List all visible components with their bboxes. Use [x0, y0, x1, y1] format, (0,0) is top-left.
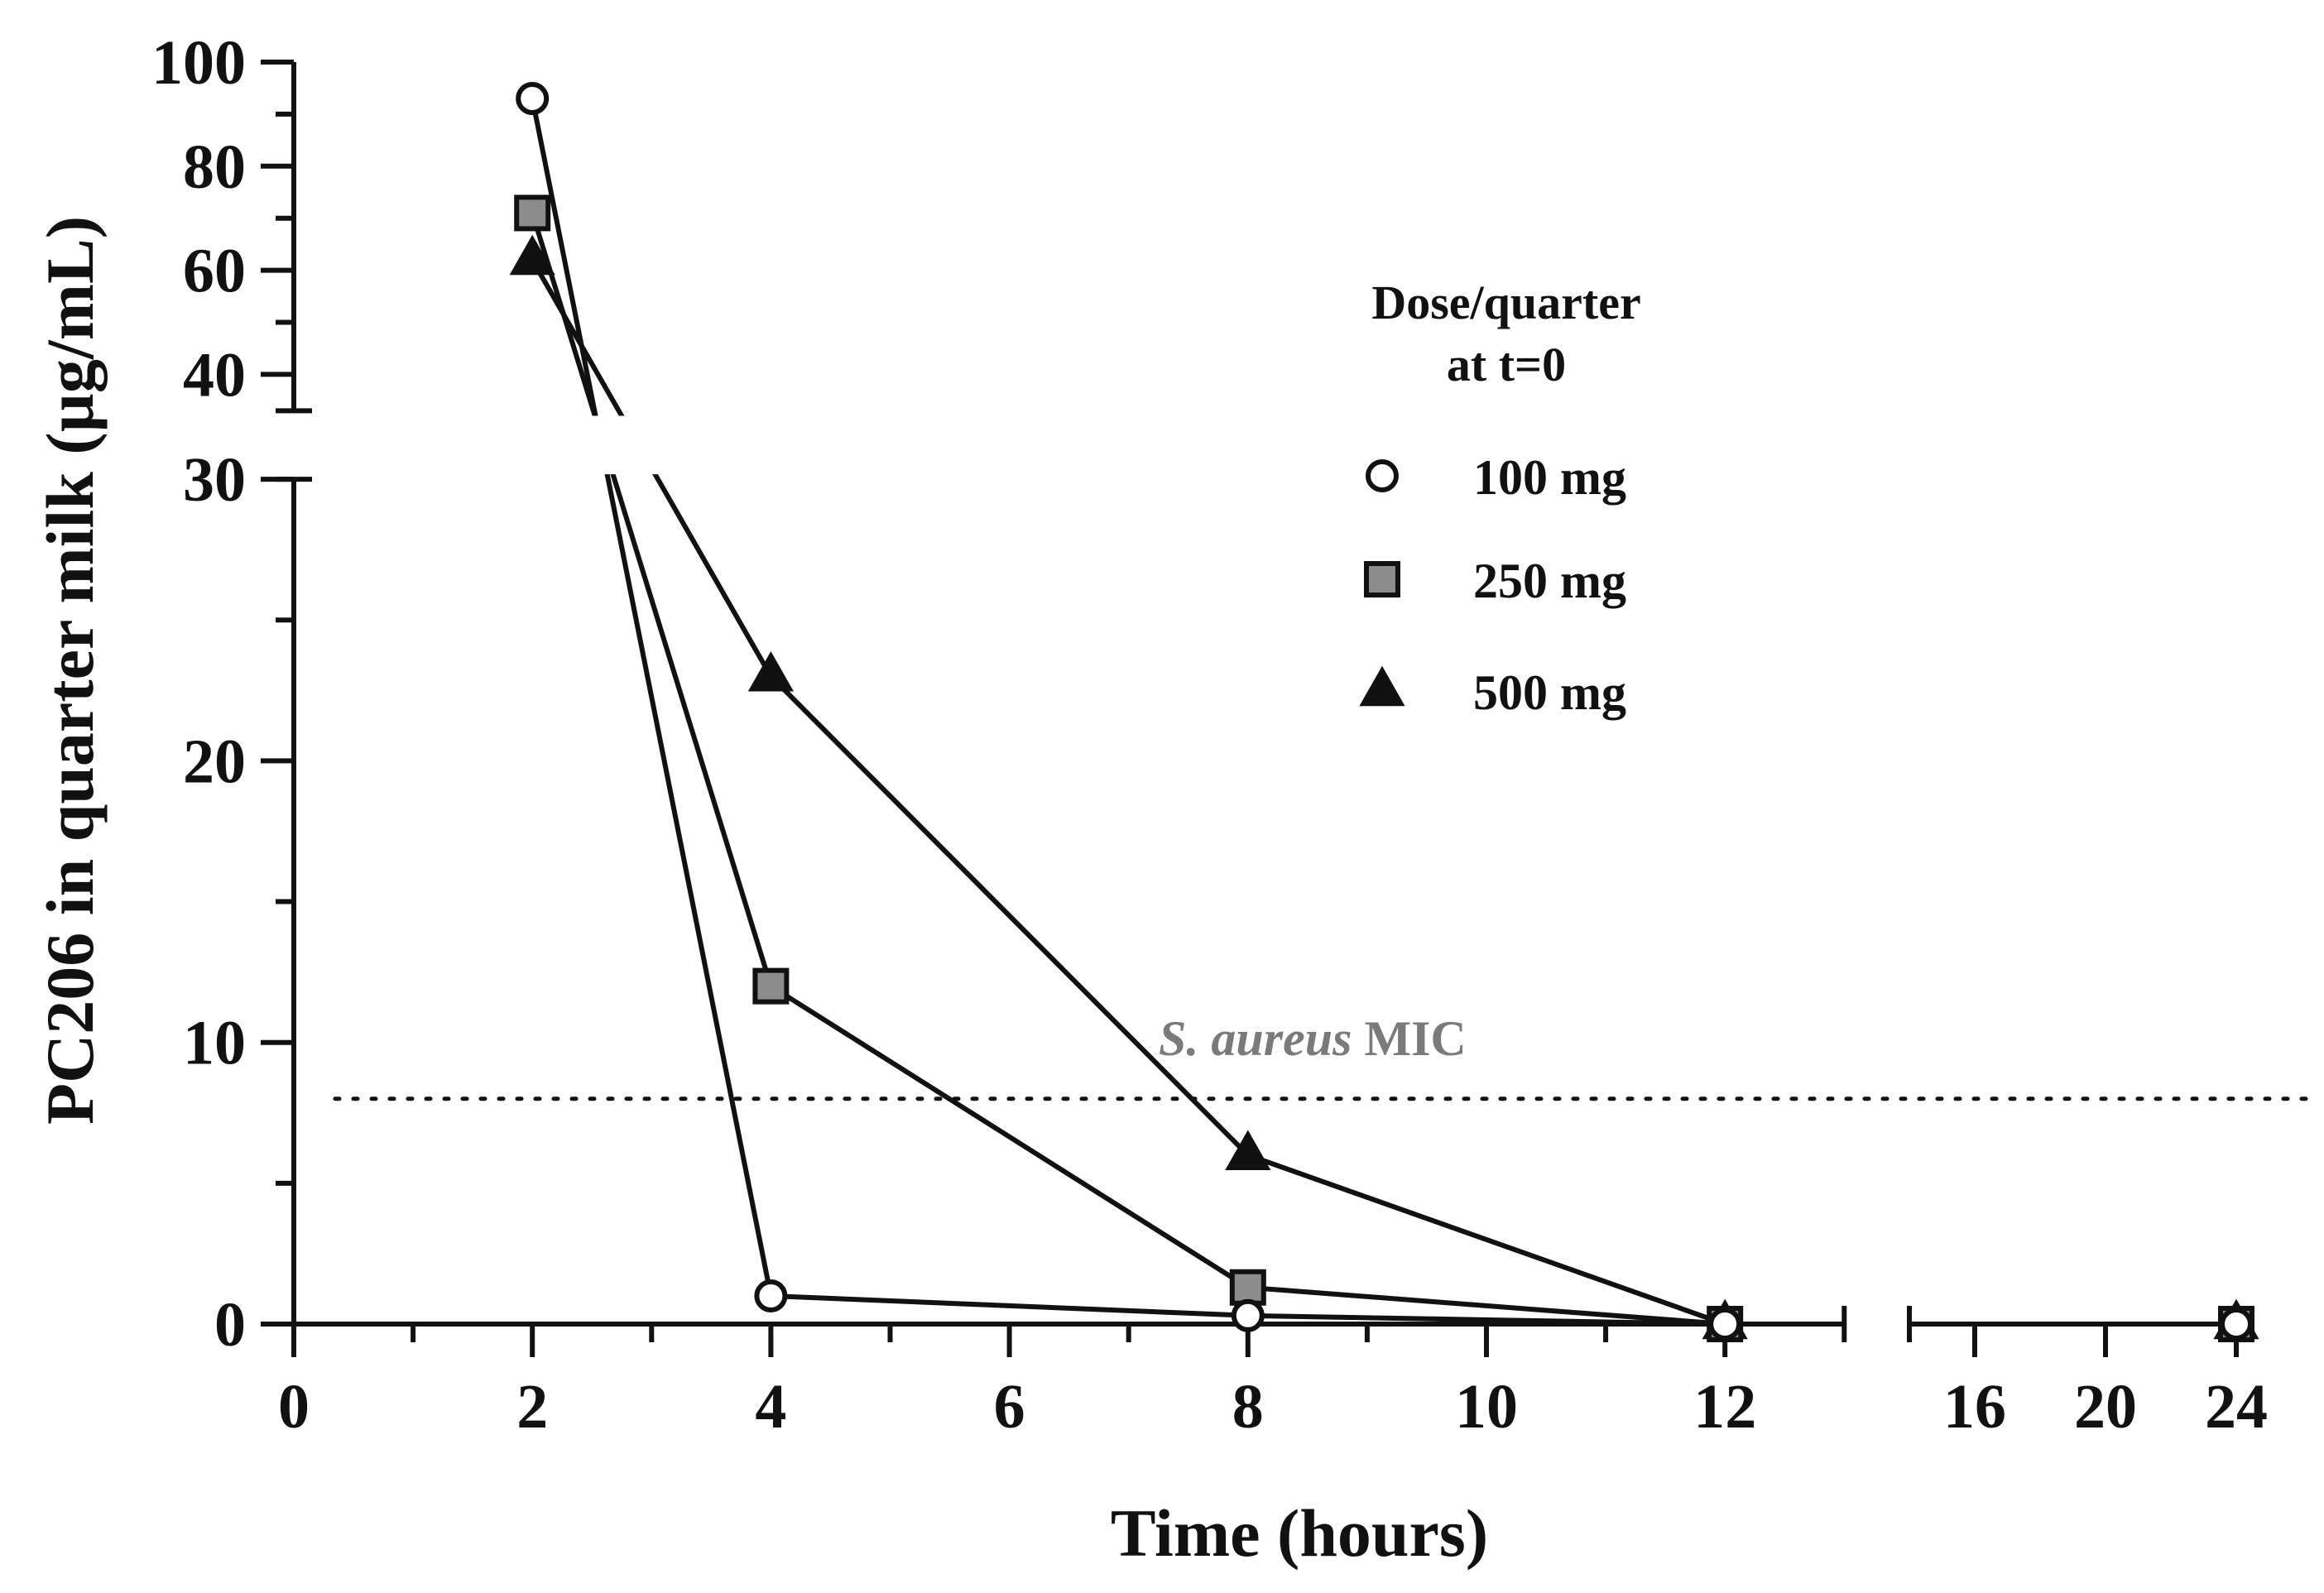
x-tick-label: 2 [516, 1372, 548, 1442]
y-tick-label: 40 [183, 340, 246, 410]
data-point-500-mg [747, 650, 794, 692]
y-tick-label: 10 [183, 1009, 246, 1078]
y-break-gap-mask [579, 415, 695, 475]
y-tick-label: 20 [183, 727, 246, 796]
series-lines [530, 98, 1726, 1327]
mic-label-rest: MIC [1364, 1011, 1466, 1066]
y-axis-title: PC206 in quarter milk (µg/mL) [32, 216, 108, 1125]
series-line-100-mg [530, 98, 1726, 1327]
x-tick-label: 6 [994, 1372, 1025, 1442]
data-point-100-mg [1231, 1298, 1265, 1332]
data-point-250-mg [752, 967, 790, 1005]
mic-label-space [1352, 1011, 1364, 1066]
legend-marker-500-mg [1359, 665, 1405, 707]
legend-title-line1: Dose/quarter [1371, 276, 1640, 329]
x-tick-label: 24 [2205, 1372, 2268, 1442]
data-point-100-mg [2220, 1308, 2253, 1341]
legend-label-100-mg: 100 mg [1473, 450, 1626, 505]
data-point-250-mg [514, 194, 551, 232]
data-point-500-mg [509, 234, 555, 276]
x-tick-label: 0 [278, 1372, 310, 1442]
data-point-100-mg [754, 1279, 788, 1312]
series-markers [509, 82, 2259, 1342]
mic-label: S. aureus MIC [1159, 1011, 1467, 1066]
mic-label-italic: S. aureus [1159, 1011, 1352, 1066]
x-axis-title: Time (hours) [1111, 1495, 1488, 1571]
series-line-250-mg [530, 212, 1726, 1327]
x-tick-label: 12 [1693, 1372, 1756, 1442]
data-point-500-mg [1225, 1130, 1271, 1171]
data-point-100-mg [516, 82, 550, 116]
x-tick-label: 4 [755, 1372, 786, 1442]
y-tick-label: 60 [183, 237, 246, 306]
y-tick-label: 80 [183, 132, 246, 202]
legend-marker-250-mg [1364, 561, 1400, 597]
legend-title-line2: at t=0 [1447, 338, 1566, 391]
x-tick-label: 20 [2074, 1372, 2137, 1442]
x-tick-label: 16 [1943, 1372, 2006, 1442]
legend-marker-100-mg [1366, 459, 1399, 492]
y-tick-label: 0 [214, 1290, 246, 1360]
legend: 100 mg 250 mg 500 mg [1359, 450, 1626, 720]
data-point-100-mg [1708, 1308, 1742, 1341]
legend-label-500-mg: 500 mg [1473, 665, 1626, 720]
y-tick-label: 100 [151, 28, 246, 98]
y-tick-label: 30 [183, 445, 246, 515]
data-point-250-mg [1229, 1269, 1266, 1306]
x-tick-label: 10 [1455, 1372, 1518, 1442]
x-tick-label: 8 [1232, 1372, 1264, 1442]
legend-label-250-mg: 250 mg [1473, 554, 1626, 608]
